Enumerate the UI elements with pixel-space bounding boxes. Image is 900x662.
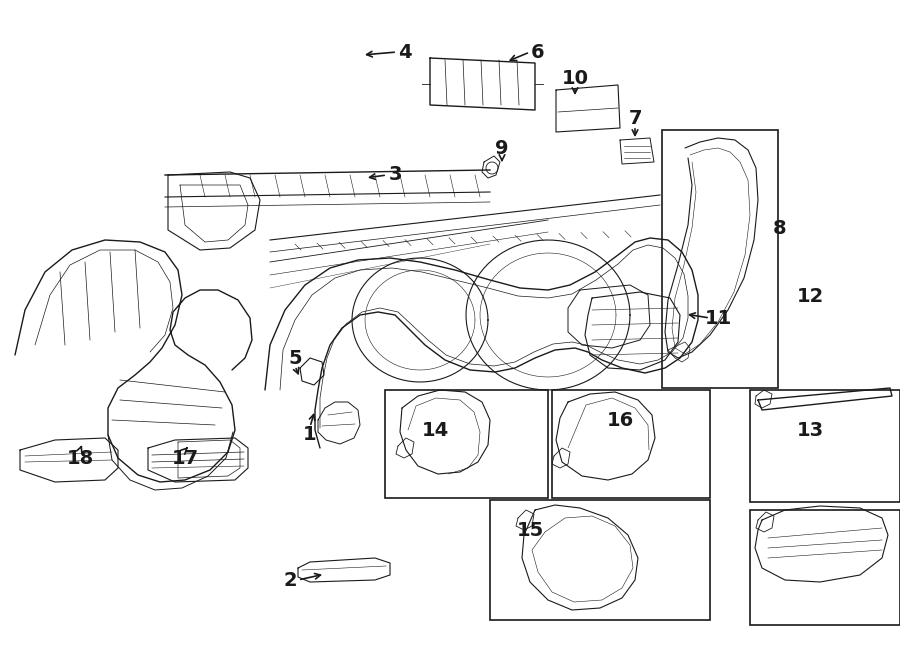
Text: 16: 16 [607, 410, 634, 430]
Text: 1: 1 [303, 426, 317, 444]
Bar [750, 510, 900, 625]
Text: 5: 5 [288, 348, 302, 367]
Text: 8: 8 [773, 218, 787, 238]
Text: 9: 9 [495, 138, 508, 158]
Bar [662, 130, 778, 388]
Text: 10: 10 [562, 68, 589, 87]
Bar [490, 500, 710, 620]
Text: 14: 14 [421, 420, 448, 440]
Text: 17: 17 [171, 448, 199, 467]
Bar [552, 390, 710, 498]
Text: 11: 11 [705, 308, 732, 328]
Text: 12: 12 [796, 287, 824, 305]
Bar [385, 390, 548, 498]
Text: 13: 13 [796, 420, 824, 440]
Bar [750, 390, 900, 502]
Text: 7: 7 [628, 109, 642, 128]
Text: 4: 4 [398, 42, 412, 62]
Text: 3: 3 [388, 166, 401, 185]
Text: 2: 2 [284, 571, 297, 589]
Text: 15: 15 [517, 520, 544, 540]
Text: 18: 18 [67, 448, 94, 467]
Text: 6: 6 [531, 42, 544, 62]
